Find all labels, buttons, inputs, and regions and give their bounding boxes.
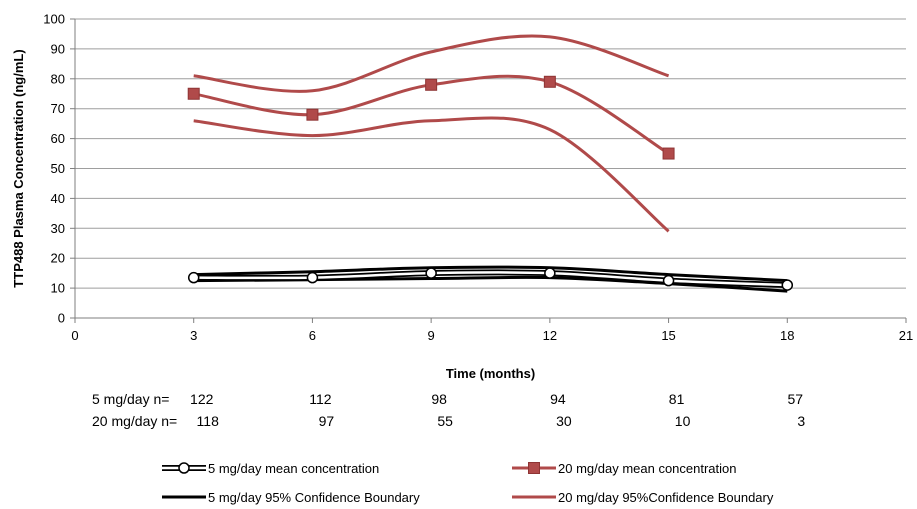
y-tick-label: 60: [51, 131, 65, 146]
x-tick-label: 21: [899, 328, 913, 343]
x-tick-label: 9: [428, 328, 435, 343]
sample-size-value: 112: [309, 391, 332, 407]
gridlines: [75, 18, 906, 289]
x-tick-label: 15: [661, 328, 675, 343]
ci-20mg-upper-line: [193, 34, 670, 93]
sample-size-value: 94: [550, 391, 566, 407]
x-tick-label: 18: [780, 328, 794, 343]
sample-size-value: 98: [431, 391, 447, 407]
mean-20mg-point: [425, 78, 438, 91]
mean-5mg-point: [425, 267, 437, 279]
mean-5mg-point: [662, 274, 675, 287]
y-tick-labels: 0 10 20 30 40 50 60 70 80 90 100: [43, 12, 65, 326]
y-tick-label: 20: [51, 251, 65, 266]
sample-size-value: 81: [669, 391, 685, 407]
sample-size-value: 3: [797, 413, 805, 429]
sample-size-value: 118: [197, 413, 220, 429]
y-tick-label: 30: [51, 221, 65, 236]
mean-20mg-point: [662, 147, 675, 160]
mean-20mg-point: [187, 87, 200, 100]
sample-size-value: 57: [787, 391, 803, 407]
x-tick-labels: 0 3 6 9 12 15 18 21: [71, 328, 913, 343]
sample-size-value: 97: [319, 413, 335, 429]
legend-label: 5 mg/day 95% Confidence Boundary: [208, 490, 420, 505]
y-tick-label: 0: [58, 311, 65, 326]
y-tick-label: 80: [51, 71, 65, 86]
sample-size-row-label: 20 mg/day n=: [92, 413, 177, 429]
y-tick-label: 10: [51, 281, 65, 296]
sample-size-table: 5 mg/day n= 122 112 98 94 81 57 20 mg/day n= 118…: [92, 391, 805, 429]
mean-5mg-line: [193, 271, 788, 287]
legend: 5 mg/day mean concentration 20 mg/day mea…: [162, 461, 774, 505]
mean-5mg-point: [187, 271, 200, 284]
sample-size-value: 122: [190, 391, 214, 407]
legend-swatch-marker: [178, 462, 190, 474]
ci-20mg-lower-line: [193, 116, 670, 233]
y-tick-label: 100: [43, 12, 65, 27]
legend-label: 20 mg/day 95%Confidence Boundary: [558, 490, 774, 505]
legend-label: 5 mg/day mean concentration: [208, 461, 379, 476]
y-tick-label: 70: [51, 101, 65, 116]
series-layer: [187, 34, 794, 293]
sample-size-value: 55: [437, 413, 453, 429]
mean-20mg-point: [543, 75, 556, 88]
legend-label: 20 mg/day mean concentration: [558, 461, 737, 476]
axes: [70, 18, 907, 323]
sample-size-value: 10: [675, 413, 691, 429]
mean-5mg-point: [781, 279, 794, 291]
y-tick-label: 90: [51, 41, 65, 56]
mean-20mg-point: [306, 108, 319, 121]
x-tick-label: 0: [71, 328, 78, 343]
sample-size-row-label: 5 mg/day n=: [92, 391, 169, 407]
y-tick-label: 40: [51, 191, 65, 206]
y-axis-title: TTP488 Plasma Concentration (ng/mL): [11, 49, 26, 287]
ci-5mg-upper-line: [193, 265, 788, 283]
x-axis-title: Time (months): [446, 366, 535, 381]
x-tick-label: 12: [543, 328, 557, 343]
sample-size-value: 30: [556, 413, 572, 429]
x-tick-label: 3: [190, 328, 197, 343]
mean-5mg-point: [306, 271, 319, 284]
mean-5mg-point: [544, 267, 556, 279]
y-tick-label: 50: [51, 161, 65, 176]
x-tick-label: 6: [309, 328, 316, 343]
legend-swatch-marker: [528, 462, 540, 474]
